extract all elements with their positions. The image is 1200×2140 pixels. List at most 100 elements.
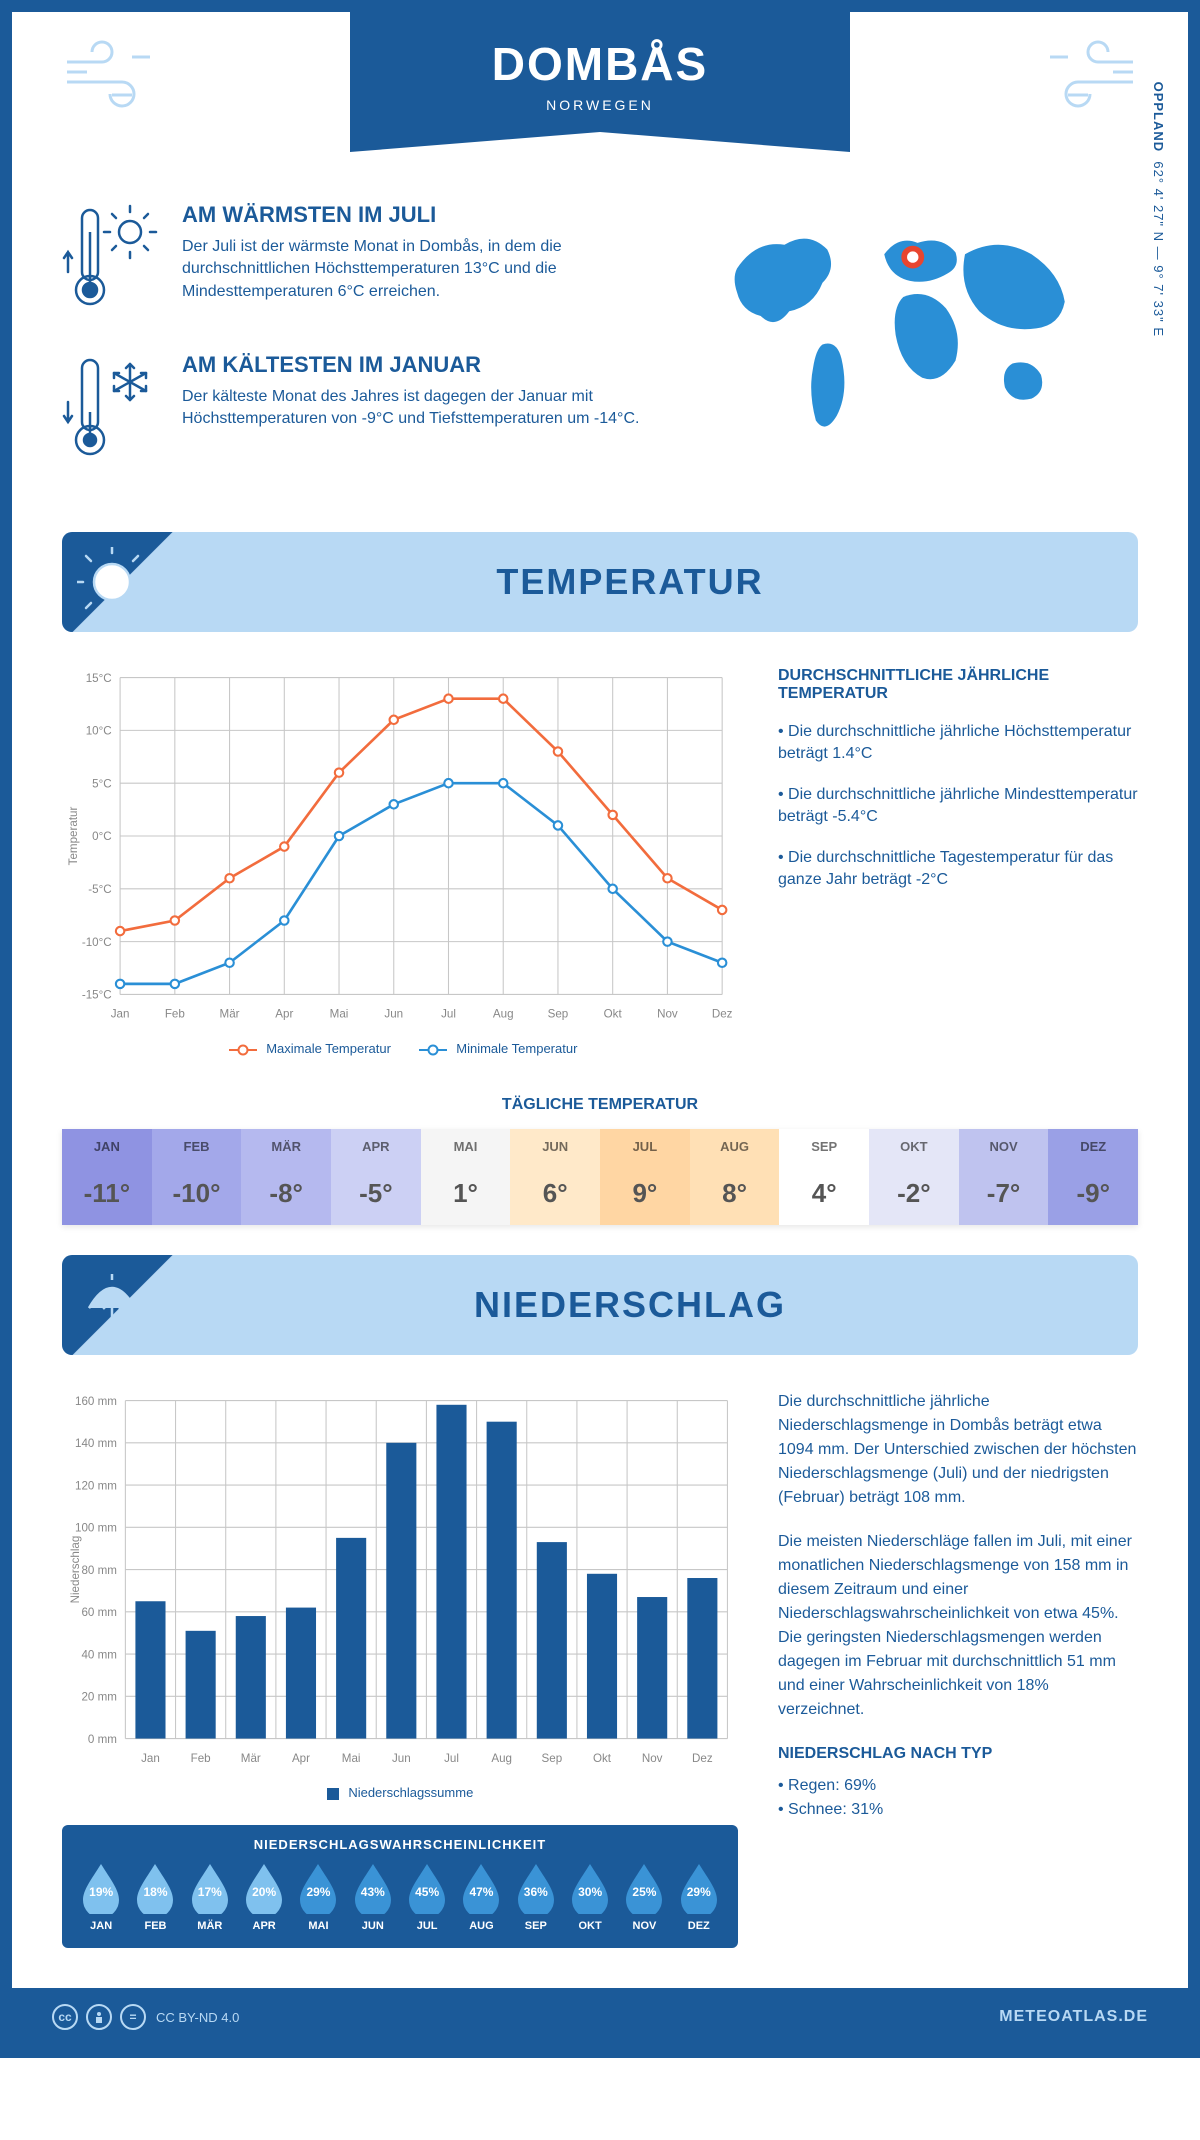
daily-cell: NOV-7° [959, 1129, 1049, 1225]
daily-cell: MAI1° [421, 1129, 511, 1225]
temperature-line-chart: -15°C-10°C-5°C0°C5°C10°C15°CJanFebMärApr… [62, 667, 738, 1056]
svg-text:Mär: Mär [241, 1752, 261, 1765]
annual-temp-title: DURCHSCHNITTLICHE JÄHRLICHE TEMPERATUR [778, 667, 1138, 703]
legend-max: Maximale Temperatur [266, 1041, 391, 1056]
header-banner: DOMBÅS NORWEGEN [62, 12, 1138, 172]
fact-coldest: AM KÄLTESTEN IM JANUAR Der kälteste Mona… [62, 352, 678, 467]
svg-text:160 mm: 160 mm [75, 1395, 117, 1408]
cc-icon: cc [52, 2004, 78, 2030]
fact-cold-title: AM KÄLTESTEN IM JANUAR [182, 352, 678, 378]
legend-min: Minimale Temperatur [456, 1041, 577, 1056]
prob-cell: 30% OKT [565, 1862, 615, 1932]
svg-text:Sep: Sep [548, 1008, 569, 1021]
prob-cell: 47% AUG [456, 1862, 506, 1932]
legend-precip: Niederschlagssumme [348, 1785, 473, 1800]
fact-warm-title: AM WÄRMSTEN IM JULI [182, 202, 678, 228]
page-subtitle: NORWEGEN [350, 97, 850, 113]
svg-text:140 mm: 140 mm [75, 1437, 117, 1450]
svg-text:Feb: Feb [191, 1752, 211, 1765]
svg-text:20 mm: 20 mm [81, 1691, 116, 1704]
by-icon [86, 2004, 112, 2030]
daily-temp-title: TÄGLICHE TEMPERATUR [62, 1096, 1138, 1114]
svg-text:Dez: Dez [692, 1752, 713, 1765]
daily-cell: FEB-10° [152, 1129, 242, 1225]
annual-bullet-3: • Die durchschnittliche Tagestemperatur … [778, 847, 1138, 892]
page-title: DOMBÅS [350, 37, 850, 91]
svg-text:Sep: Sep [542, 1752, 563, 1765]
svg-text:Mai: Mai [342, 1752, 361, 1765]
prob-cell: 43% JUN [348, 1862, 398, 1932]
svg-text:Jun: Jun [392, 1752, 411, 1765]
wind-icon [62, 37, 172, 122]
precip-probability: NIEDERSCHLAGSWAHRSCHEINLICHKEIT 19% JAN … [62, 1825, 738, 1948]
prob-cell: 19% JAN [76, 1862, 126, 1932]
daily-cell: JUL9° [600, 1129, 690, 1225]
brand-label: METEOATLAS.DE [999, 2008, 1148, 2026]
prob-cell: 20% APR [239, 1862, 289, 1932]
svg-text:80 mm: 80 mm [81, 1564, 116, 1577]
daily-cell: OKT-2° [869, 1129, 959, 1225]
daily-cell: MÄR-8° [241, 1129, 331, 1225]
svg-text:15°C: 15°C [86, 672, 112, 685]
section-temp-title: TEMPERATUR [122, 561, 1138, 603]
svg-text:60 mm: 60 mm [81, 1606, 116, 1619]
svg-text:Jul: Jul [444, 1752, 459, 1765]
svg-text:Okt: Okt [604, 1008, 623, 1021]
svg-text:Mai: Mai [330, 1008, 349, 1021]
daily-cell: SEP4° [779, 1129, 869, 1225]
svg-text:5°C: 5°C [92, 777, 111, 790]
svg-text:0°C: 0°C [92, 830, 111, 843]
section-precip-title: NIEDERSCHLAG [122, 1284, 1138, 1326]
prob-cell: 25% NOV [619, 1862, 669, 1932]
wind-icon [1028, 37, 1138, 122]
prob-cell: 29% MAI [293, 1862, 343, 1932]
precip-bar-chart: 0 mm 20 mm 40 mm 60 mm 80 mm 100 mm 120 mm 140 … [62, 1390, 738, 1800]
svg-text:-10°C: -10°C [82, 936, 112, 949]
svg-text:Feb: Feb [165, 1008, 185, 1021]
svg-text:Nov: Nov [642, 1752, 663, 1765]
footer: cc = CC BY-ND 4.0 METEOATLAS.DE [12, 1988, 1188, 2046]
svg-text:Mär: Mär [220, 1008, 240, 1021]
svg-text:Jun: Jun [384, 1008, 403, 1021]
svg-text:40 mm: 40 mm [81, 1648, 116, 1661]
fact-cold-text: Der kälteste Monat des Jahres ist dagege… [182, 386, 678, 431]
svg-text:Nov: Nov [657, 1008, 678, 1021]
svg-text:Aug: Aug [491, 1752, 512, 1765]
svg-text:120 mm: 120 mm [75, 1479, 117, 1492]
svg-text:Jul: Jul [441, 1008, 456, 1021]
coordinates: OPPLAND 62° 4' 27" N — 9° 7' 33" E [1151, 82, 1166, 337]
annual-bullet-1: • Die durchschnittliche jährliche Höchst… [778, 721, 1138, 766]
prob-title: NIEDERSCHLAGSWAHRSCHEINLICHKEIT [76, 1837, 724, 1852]
thermo-sun-icon [62, 202, 162, 317]
prob-cell: 45% JUL [402, 1862, 452, 1932]
annual-bullet-2: • Die durchschnittliche jährliche Mindes… [778, 784, 1138, 829]
prob-cell: 17% MÄR [185, 1862, 235, 1932]
svg-text:Dez: Dez [712, 1008, 733, 1021]
fact-warmest: AM WÄRMSTEN IM JULI Der Juli ist der wär… [62, 202, 678, 317]
daily-temp-table: JAN-11° FEB-10° MÄR-8° APR-5° MAI1° JUN6… [62, 1129, 1138, 1225]
section-temperature: TEMPERATUR [62, 532, 1138, 632]
svg-text:0 mm: 0 mm [88, 1733, 117, 1746]
license-label: CC BY-ND 4.0 [156, 2010, 239, 2025]
svg-text:Okt: Okt [593, 1752, 612, 1765]
precip-text-1: Die durchschnittliche jährliche Niedersc… [778, 1390, 1138, 1510]
daily-cell: AUG8° [690, 1129, 780, 1225]
svg-text:-15°C: -15°C [82, 989, 112, 1002]
precip-type-rain: • Regen: 69% [778, 1774, 1138, 1798]
svg-text:-5°C: -5°C [88, 883, 111, 896]
svg-text:100 mm: 100 mm [75, 1522, 117, 1535]
world-map: OPPLAND 62° 4' 27" N — 9° 7' 33" E [718, 202, 1138, 472]
daily-cell: JUN6° [510, 1129, 600, 1225]
precip-type-title: NIEDERSCHLAG NACH TYP [778, 1742, 1138, 1766]
prob-cell: 29% DEZ [674, 1862, 724, 1932]
svg-text:Aug: Aug [493, 1008, 514, 1021]
svg-text:10°C: 10°C [86, 725, 112, 738]
thermo-snow-icon [62, 352, 162, 467]
daily-cell: DEZ-9° [1048, 1129, 1138, 1225]
svg-text:Jan: Jan [141, 1752, 160, 1765]
prob-cell: 18% FEB [130, 1862, 180, 1932]
svg-text:Temperatur: Temperatur [67, 807, 80, 866]
daily-cell: JAN-11° [62, 1129, 152, 1225]
svg-text:Apr: Apr [275, 1008, 293, 1021]
fact-warm-text: Der Juli ist der wärmste Monat in Dombås… [182, 236, 678, 303]
